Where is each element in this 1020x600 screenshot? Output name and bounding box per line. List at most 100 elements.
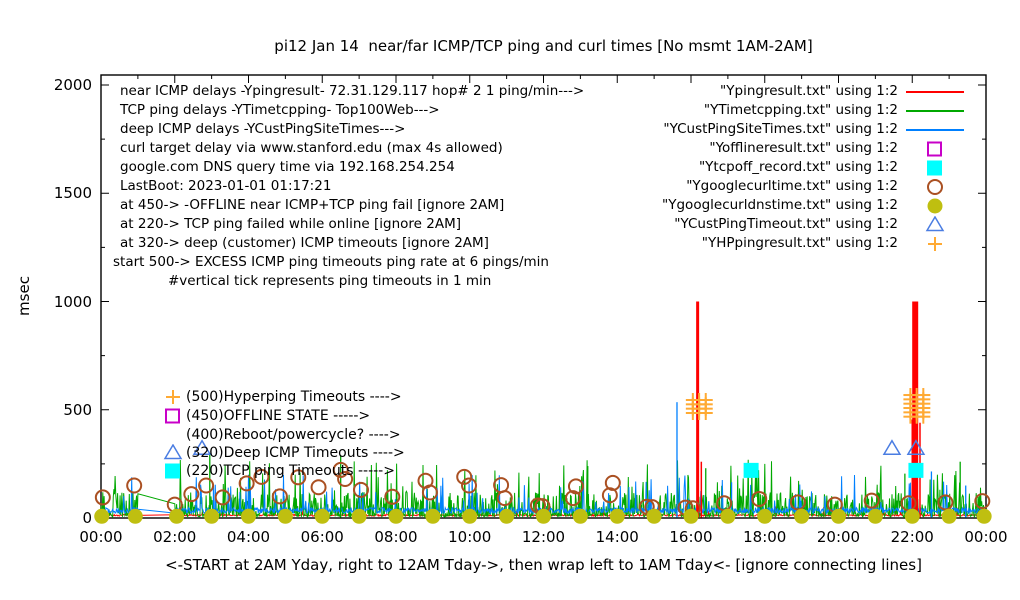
marker-circle-filled — [204, 508, 220, 524]
marker-circle-open — [604, 474, 621, 491]
legend-left-label: curl target delay via www.stanford.edu (… — [120, 140, 503, 156]
x-axis-label: <-START at 2AM Yday, right to 12AM Tday-… — [165, 556, 922, 574]
marker-circle-filled — [757, 508, 773, 524]
marker-circle-open — [332, 461, 349, 478]
y-tick-label: 500 — [63, 400, 92, 419]
marker-circle-filled — [314, 508, 330, 524]
marker-circle-filled — [683, 508, 699, 524]
marker-circle-filled — [94, 508, 110, 524]
legend-left-label: deep ICMP delays -YCustPingSiteTimes---> — [120, 121, 406, 137]
legend-sample-plus — [903, 235, 967, 253]
annotation-label: (400)Reboot/powercycle? ----> — [186, 427, 401, 444]
marker-circle-open — [94, 489, 111, 506]
marker-circle-filled — [831, 508, 846, 524]
marker-circle-open — [567, 478, 584, 495]
marker-circle-filled — [169, 508, 185, 524]
marker-circle-open — [421, 484, 438, 501]
annotation-label: (320)Deep ICMP Timeouts ----> — [186, 445, 405, 462]
legend-sample-circle-filled — [903, 197, 967, 215]
legend-right-label: "Ytcpoff_record.txt" using 1:2 — [698, 159, 898, 175]
marker-circle-open — [565, 490, 581, 507]
legend-extra-line: start 500-> EXCESS ICMP ping timeouts pi… — [113, 254, 549, 270]
marker-circle-open — [126, 477, 143, 494]
marker-circle-open — [638, 498, 655, 515]
marker-circle-filled — [351, 508, 367, 524]
x-tick-label: 16:00 — [669, 528, 713, 546]
annotation-marker-triangle-open — [161, 444, 185, 463]
marker-circle-open — [863, 492, 880, 509]
legend-right-label: "YCustPingSiteTimes.txt" using 1:2 — [663, 121, 898, 137]
marker-triangle-open — [906, 439, 926, 455]
marker-circle-open — [496, 490, 513, 507]
legend-left-label: at 220-> TCP ping failed while online [i… — [120, 216, 462, 232]
marker-circle-filled — [609, 508, 625, 524]
marker-square-filled — [908, 462, 924, 478]
marker-circle-filled — [277, 508, 293, 524]
legend-sample-circle-open — [903, 178, 967, 196]
marker-circle-open — [238, 475, 255, 492]
legend-extra-line: #vertical tick represents ping timeouts … — [168, 273, 492, 289]
legend-left-label: near ICMP delays -Ypingresult- 72.31.129… — [120, 83, 585, 99]
legend-left-label: at 450-> -OFFLINE near ICMP+TCP ping fai… — [120, 197, 505, 213]
marker-circle-filled — [425, 508, 441, 524]
x-tick-label: 06:00 — [300, 528, 344, 546]
legend-left-label: at 320-> deep (customer) ICMP timeouts [… — [120, 235, 489, 251]
marker-circle-open — [198, 477, 215, 494]
legend-sample-line — [903, 121, 967, 139]
marker-circle-open — [183, 486, 200, 503]
marker-circle-filled — [794, 508, 810, 524]
legend-right-label: "Ygooglecurldnstime.txt" using 1:2 — [662, 197, 898, 213]
marker-circle-open — [937, 494, 954, 511]
x-tick-label: 08:00 — [374, 528, 418, 546]
chart-title: pi12 Jan 14 near/far ICMP/TCP ping and c… — [274, 37, 813, 55]
legend-left-label: LastBoot: 2023-01-01 01:17:21 — [120, 178, 332, 194]
x-tick-label: 10:00 — [448, 528, 492, 546]
legend-right-label: "YCustPingTimeout.txt" using 1:2 — [674, 216, 898, 232]
marker-circle-open — [493, 477, 510, 494]
marker-circle-filled — [536, 508, 551, 524]
marker-circle-filled — [904, 508, 920, 524]
x-tick-label: 00:00 — [964, 528, 1008, 546]
marker-circle-open — [384, 488, 401, 505]
x-tick-label: 12:00 — [521, 528, 566, 546]
marker-circle-filled — [941, 508, 957, 524]
marker-circle-filled — [388, 508, 404, 524]
x-tick-label: 22:00 — [890, 528, 934, 546]
marker-triangle-open — [192, 439, 212, 455]
y-tick-label: 2000 — [53, 76, 92, 94]
marker-circle-open — [253, 468, 270, 485]
marker-circle-filled — [127, 508, 143, 524]
marker-circle-filled — [572, 508, 588, 524]
legend-sample-square-filled — [903, 159, 967, 177]
marker-circle-open — [310, 479, 327, 496]
marker-circle-filled — [462, 508, 478, 524]
marker-circle-filled — [646, 508, 662, 524]
legend-right-label: "YHPpingresult.txt" using 1:2 — [701, 235, 898, 251]
annotation-label: (220)TCP ping Timeouts -----> — [186, 463, 395, 480]
marker-circle-open — [789, 494, 806, 511]
marker-circle-filled — [241, 508, 256, 524]
annotation-label: (500)Hyperping Timeouts ----> — [186, 388, 402, 405]
marker-circle-filled — [499, 508, 515, 524]
x-tick-label: 02:00 — [153, 528, 197, 546]
y-tick-label: 1000 — [53, 292, 92, 311]
legend-sample-square-open — [903, 140, 967, 158]
legend-sample-line — [903, 102, 967, 120]
marker-circle-open — [352, 481, 369, 498]
legend-left-label: google.com DNS query time via 192.168.25… — [120, 159, 455, 175]
marker-circle-filled — [976, 508, 992, 524]
annotation-marker-square-open — [161, 407, 185, 426]
marker-circle-open — [461, 477, 478, 494]
legend-sample-triangle-open — [903, 216, 967, 234]
marker-circle-filled — [720, 508, 736, 524]
annotation-marker-square-filled — [161, 462, 185, 481]
marker-circle-open — [290, 469, 307, 486]
marker-circle-open — [456, 468, 473, 485]
y-tick-label: 1500 — [53, 184, 92, 203]
legend-right-label: "YTimetcpping.txt" using 1:2 — [703, 102, 898, 118]
marker-circle-open — [974, 493, 991, 510]
marker-circle-filled — [867, 508, 883, 524]
y-tick-label: 0 — [82, 509, 92, 527]
